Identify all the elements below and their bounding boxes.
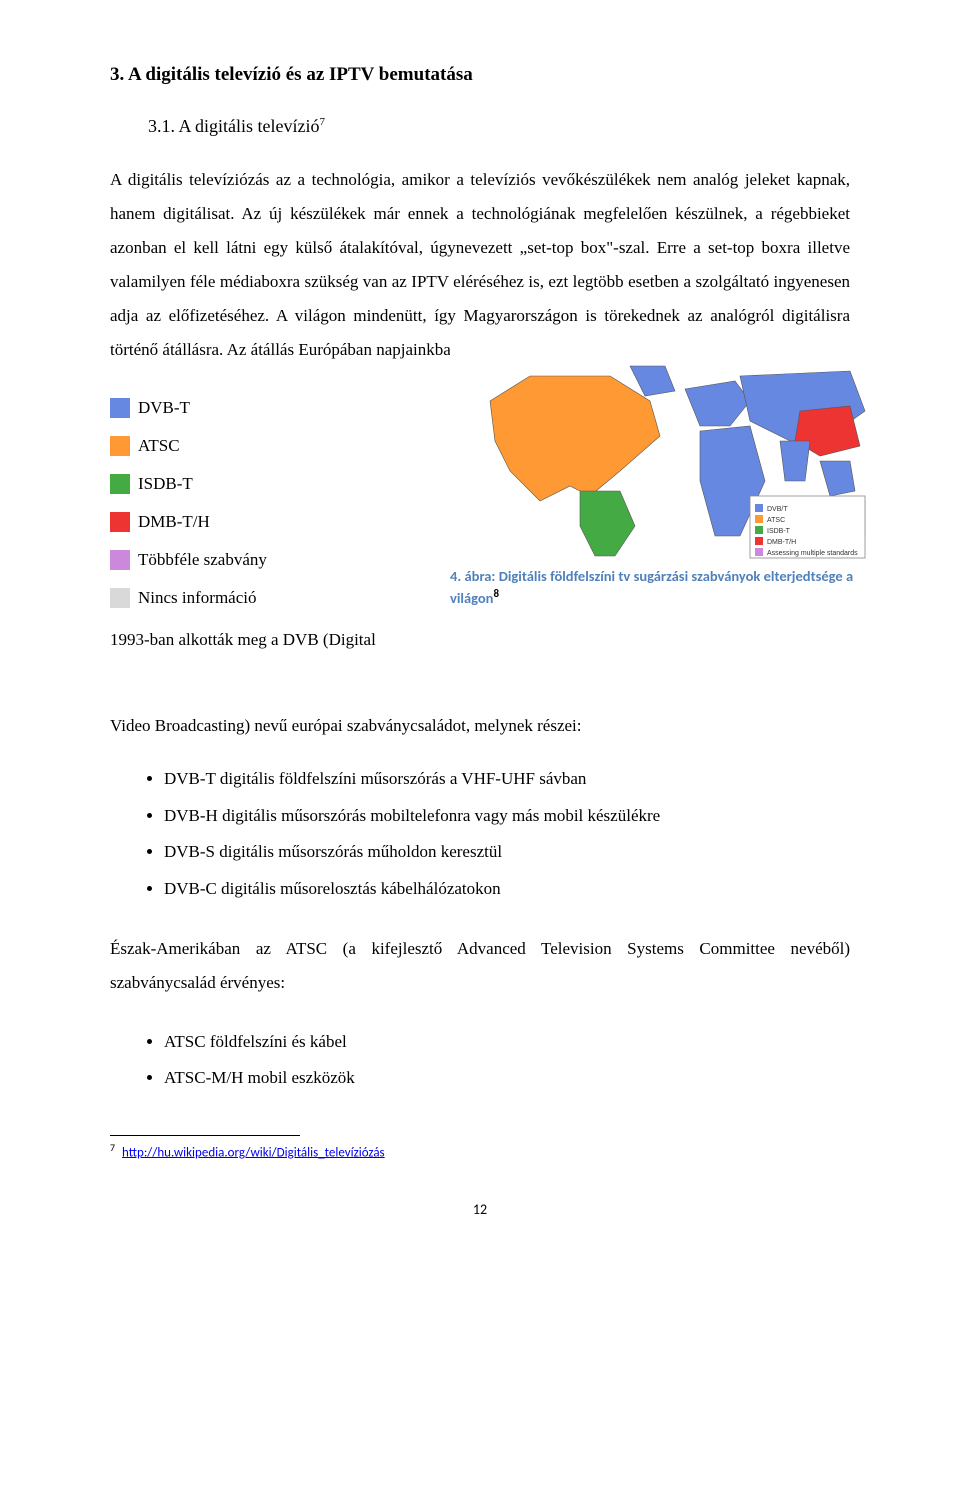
intro-paragraph: A digitális televíziózás az a technológi… — [110, 163, 850, 367]
dvb-list: DVB-T digitális földfelszíni műsorszórás… — [110, 761, 850, 907]
figure-caption: 4. ábra: Digitális földfelszíni tv sugár… — [450, 567, 870, 608]
caption-text: 4. ábra: Digitális földfelszíni tv sugár… — [450, 567, 853, 606]
legend-swatch — [110, 512, 130, 532]
legend-row: Nincs információ — [110, 581, 450, 615]
legend-label: Többféle szabvány — [138, 543, 267, 577]
footnote-7: 7 http://hu.wikipedia.org/wiki/Digitális… — [110, 1140, 850, 1163]
list-item: DVB-C digitális műsorelosztás kábelhálóz… — [164, 871, 850, 908]
legend-and-map-block: DVB-T ATSC ISDB-T DMB-T/H Többféle szabvány N… — [110, 391, 850, 701]
legend-swatch — [110, 550, 130, 570]
subsection-heading: 3.1. A digitális televízió7 — [148, 113, 850, 141]
footnote-separator — [110, 1135, 300, 1136]
svg-text:ISDB-T: ISDB-T — [767, 528, 791, 535]
list-item: DVB-S digitális műsorszórás műholdon ker… — [164, 834, 850, 871]
svg-text:DVB/T: DVB/T — [767, 506, 788, 513]
list-item: DVB-H digitális műsorszórás mobiltelefon… — [164, 798, 850, 835]
map-region-india — [780, 441, 810, 481]
atsc-list: ATSC földfelszíni és kábelATSC-M/H mobil… — [110, 1024, 850, 1097]
svg-text:ATSC: ATSC — [767, 517, 785, 524]
dvb-intro-line-1: 1993-ban alkották meg a DVB (Digital — [110, 623, 850, 657]
legend-row: Többféle szabvány — [110, 543, 450, 577]
section-heading: 3. A digitális televízió és az IPTV bemu… — [110, 60, 850, 89]
world-map-figure: DVB/T ATSC ISDB-T DMB-T/H Assessing multiple… — [450, 341, 870, 608]
footnote-ref-7: 7 — [320, 116, 326, 128]
subsection-number: 3.1. — [148, 116, 175, 136]
legend-label: ISDB-T — [138, 467, 193, 501]
legend-label: DVB-T — [138, 391, 190, 425]
legend-row: DMB-T/H — [110, 505, 450, 539]
svg-text:Assessing multiple standards: Assessing multiple standards — [767, 550, 858, 557]
subsection-title: A digitális televízió — [179, 116, 320, 136]
list-item: DVB-T digitális földfelszíni műsorszórás… — [164, 761, 850, 798]
page-number: 12 — [110, 1199, 850, 1221]
legend-row: DVB-T — [110, 391, 450, 425]
legend-label: ATSC — [138, 429, 180, 463]
footnote-link[interactable]: http://hu.wikipedia.org/wiki/Digitális_t… — [122, 1145, 385, 1160]
list-item: ATSC-M/H mobil eszközök — [164, 1060, 850, 1097]
world-map-svg: DVB/T ATSC ISDB-T DMB-T/H Assessing multiple… — [450, 341, 870, 561]
legend-row: ISDB-T — [110, 467, 450, 501]
legend-label: Nincs információ — [138, 581, 257, 615]
legend-swatch — [110, 398, 130, 418]
legend-swatch — [110, 588, 130, 608]
dvb-intro-line-2: Video Broadcasting) nevű európai szabván… — [110, 709, 850, 743]
color-legend: DVB-T ATSC ISDB-T DMB-T/H Többféle szabvány N… — [110, 391, 450, 615]
legend-swatch — [110, 474, 130, 494]
footnote-ref-8: 8 — [493, 587, 499, 600]
atsc-paragraph: Észak-Amerikában az ATSC (a kifejlesztő … — [110, 932, 850, 1000]
legend-row: ATSC — [110, 429, 450, 463]
legend-swatch — [110, 436, 130, 456]
footnote-number: 7 — [110, 1141, 115, 1154]
list-item: ATSC földfelszíni és kábel — [164, 1024, 850, 1061]
legend-label: DMB-T/H — [138, 505, 210, 539]
svg-text:DMB-T/H: DMB-T/H — [767, 539, 796, 546]
